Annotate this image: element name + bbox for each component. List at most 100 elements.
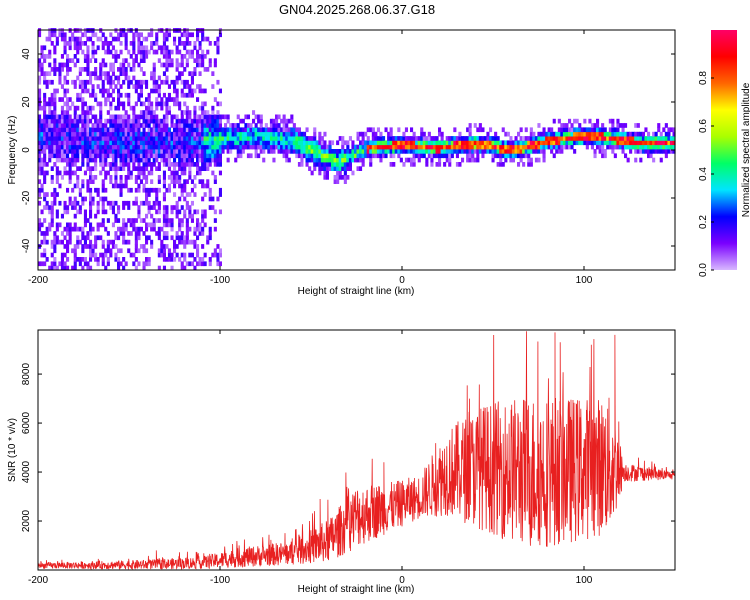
spectrogram-cell [616,140,620,146]
spectrogram-cell [190,239,194,245]
spectrogram-cell [448,162,452,167]
spectrogram-cell [150,187,154,193]
spectrogram-cell [40,166,44,171]
spectrogram-cell [137,114,141,120]
spectrogram-cell [127,49,131,55]
spectrogram-cell [173,192,177,197]
spectrogram-cell [547,144,551,150]
spectrogram-cell [78,209,82,215]
spectrogram-cell [76,209,80,215]
spectrogram-cell [167,136,171,141]
spectrogram-cell [175,45,179,51]
spectrogram-cell [308,149,312,154]
spectrogram-cell [203,149,207,154]
spectrogram-cell [96,222,100,228]
spectrogram-cell [58,71,62,76]
spectrogram-cell [89,192,93,197]
spectrogram-cell [338,153,342,159]
spectrogram-cell [213,123,217,128]
spectrogram-cell [175,62,179,68]
spectrogram-cell [58,118,62,124]
spectrogram-cell [652,136,656,141]
spectrogram-cell [501,127,505,133]
spectrogram-cell [63,136,67,141]
spectrogram-cell [152,162,156,167]
spectrogram-cell [91,248,95,254]
spectrogram-cell [376,149,380,154]
spectrogram-cell [206,149,210,154]
spectrogram-cell [323,166,327,171]
spectrogram-cell [282,136,286,141]
spectrogram-cell [573,140,577,146]
spectrogram-cell [73,136,77,141]
spectrogram-cell [63,200,67,206]
spectrogram-cell [81,153,85,159]
spectrogram-cell [218,140,222,146]
spectrogram-cell [89,248,93,254]
spectrogram-cell [142,261,146,267]
spectrogram-cell [83,170,87,176]
spectrogram-cell [86,179,90,184]
spectrogram-cell [101,41,105,46]
spectrogram-cell [320,140,324,146]
spectrogram-cell [341,162,345,167]
spectrogram-cell [647,144,651,150]
spectrogram-cell [111,54,115,59]
spectrogram-cell [132,131,136,137]
spectrogram-cell [203,183,207,189]
spectrogram-cell [392,136,396,141]
spectrogram-cell [134,153,138,159]
spectrogram-cell [203,157,207,163]
spectrogram-cell [517,140,521,146]
spectrogram-cell [201,144,205,150]
spectrogram-cell [208,153,212,159]
spectrogram-cell [667,140,671,146]
spectrogram-cell [142,71,146,76]
spectrogram-cell [529,136,533,141]
spectrogram-cell [134,187,138,193]
spectrogram-cell [48,32,52,38]
spectrogram-cell [221,136,225,141]
spectrogram-cell [430,149,434,154]
spectrogram-cell [277,114,281,120]
spectrogram-cell [94,187,98,193]
spectrogram-cell [132,75,136,81]
spectrogram-cell [101,127,105,133]
spectrogram-cell [290,114,294,120]
spectrogram-cell [165,244,169,249]
spectrogram-cell [196,149,200,154]
spectrogram-cell [226,149,230,154]
spectrogram-cell [142,265,146,271]
spectrogram-cell [231,123,235,128]
spectrogram-cell [81,257,85,262]
snr-x-tick-label: -100 [210,575,230,586]
spectrogram-cell [180,170,184,176]
spectrogram-cell [142,49,146,55]
spectrogram-cell [152,114,156,120]
spectrogram-cell [560,140,564,146]
spectrogram-cell [38,127,42,133]
spectrogram-cell [185,222,189,228]
spectrogram-cell [109,140,113,146]
spectrogram-cell [152,127,156,133]
spectrogram-cell [371,153,375,159]
spectrogram-cell [517,131,521,137]
spectrogram-cell [173,162,177,167]
spectrogram-cell [167,183,171,189]
spectrogram-cell [185,62,189,68]
spectrogram-cell [81,101,85,107]
spectrogram-cell [193,123,197,128]
spectrogram-cell [147,261,151,267]
spectrogram-cell [455,149,459,154]
spectrogram-cell [89,222,93,228]
spectrogram-cell [461,149,465,154]
spectrogram-cell [573,118,577,124]
spectrogram-cell [60,153,64,159]
spectrogram-cell [325,162,329,167]
spectrogram-cell [66,153,70,159]
spectrogram-cell [173,101,177,107]
spectrogram-cell [323,157,327,163]
spectrogram-cell [590,131,594,137]
spectrogram-cell [188,127,192,133]
spectrogram-cell [71,36,75,42]
